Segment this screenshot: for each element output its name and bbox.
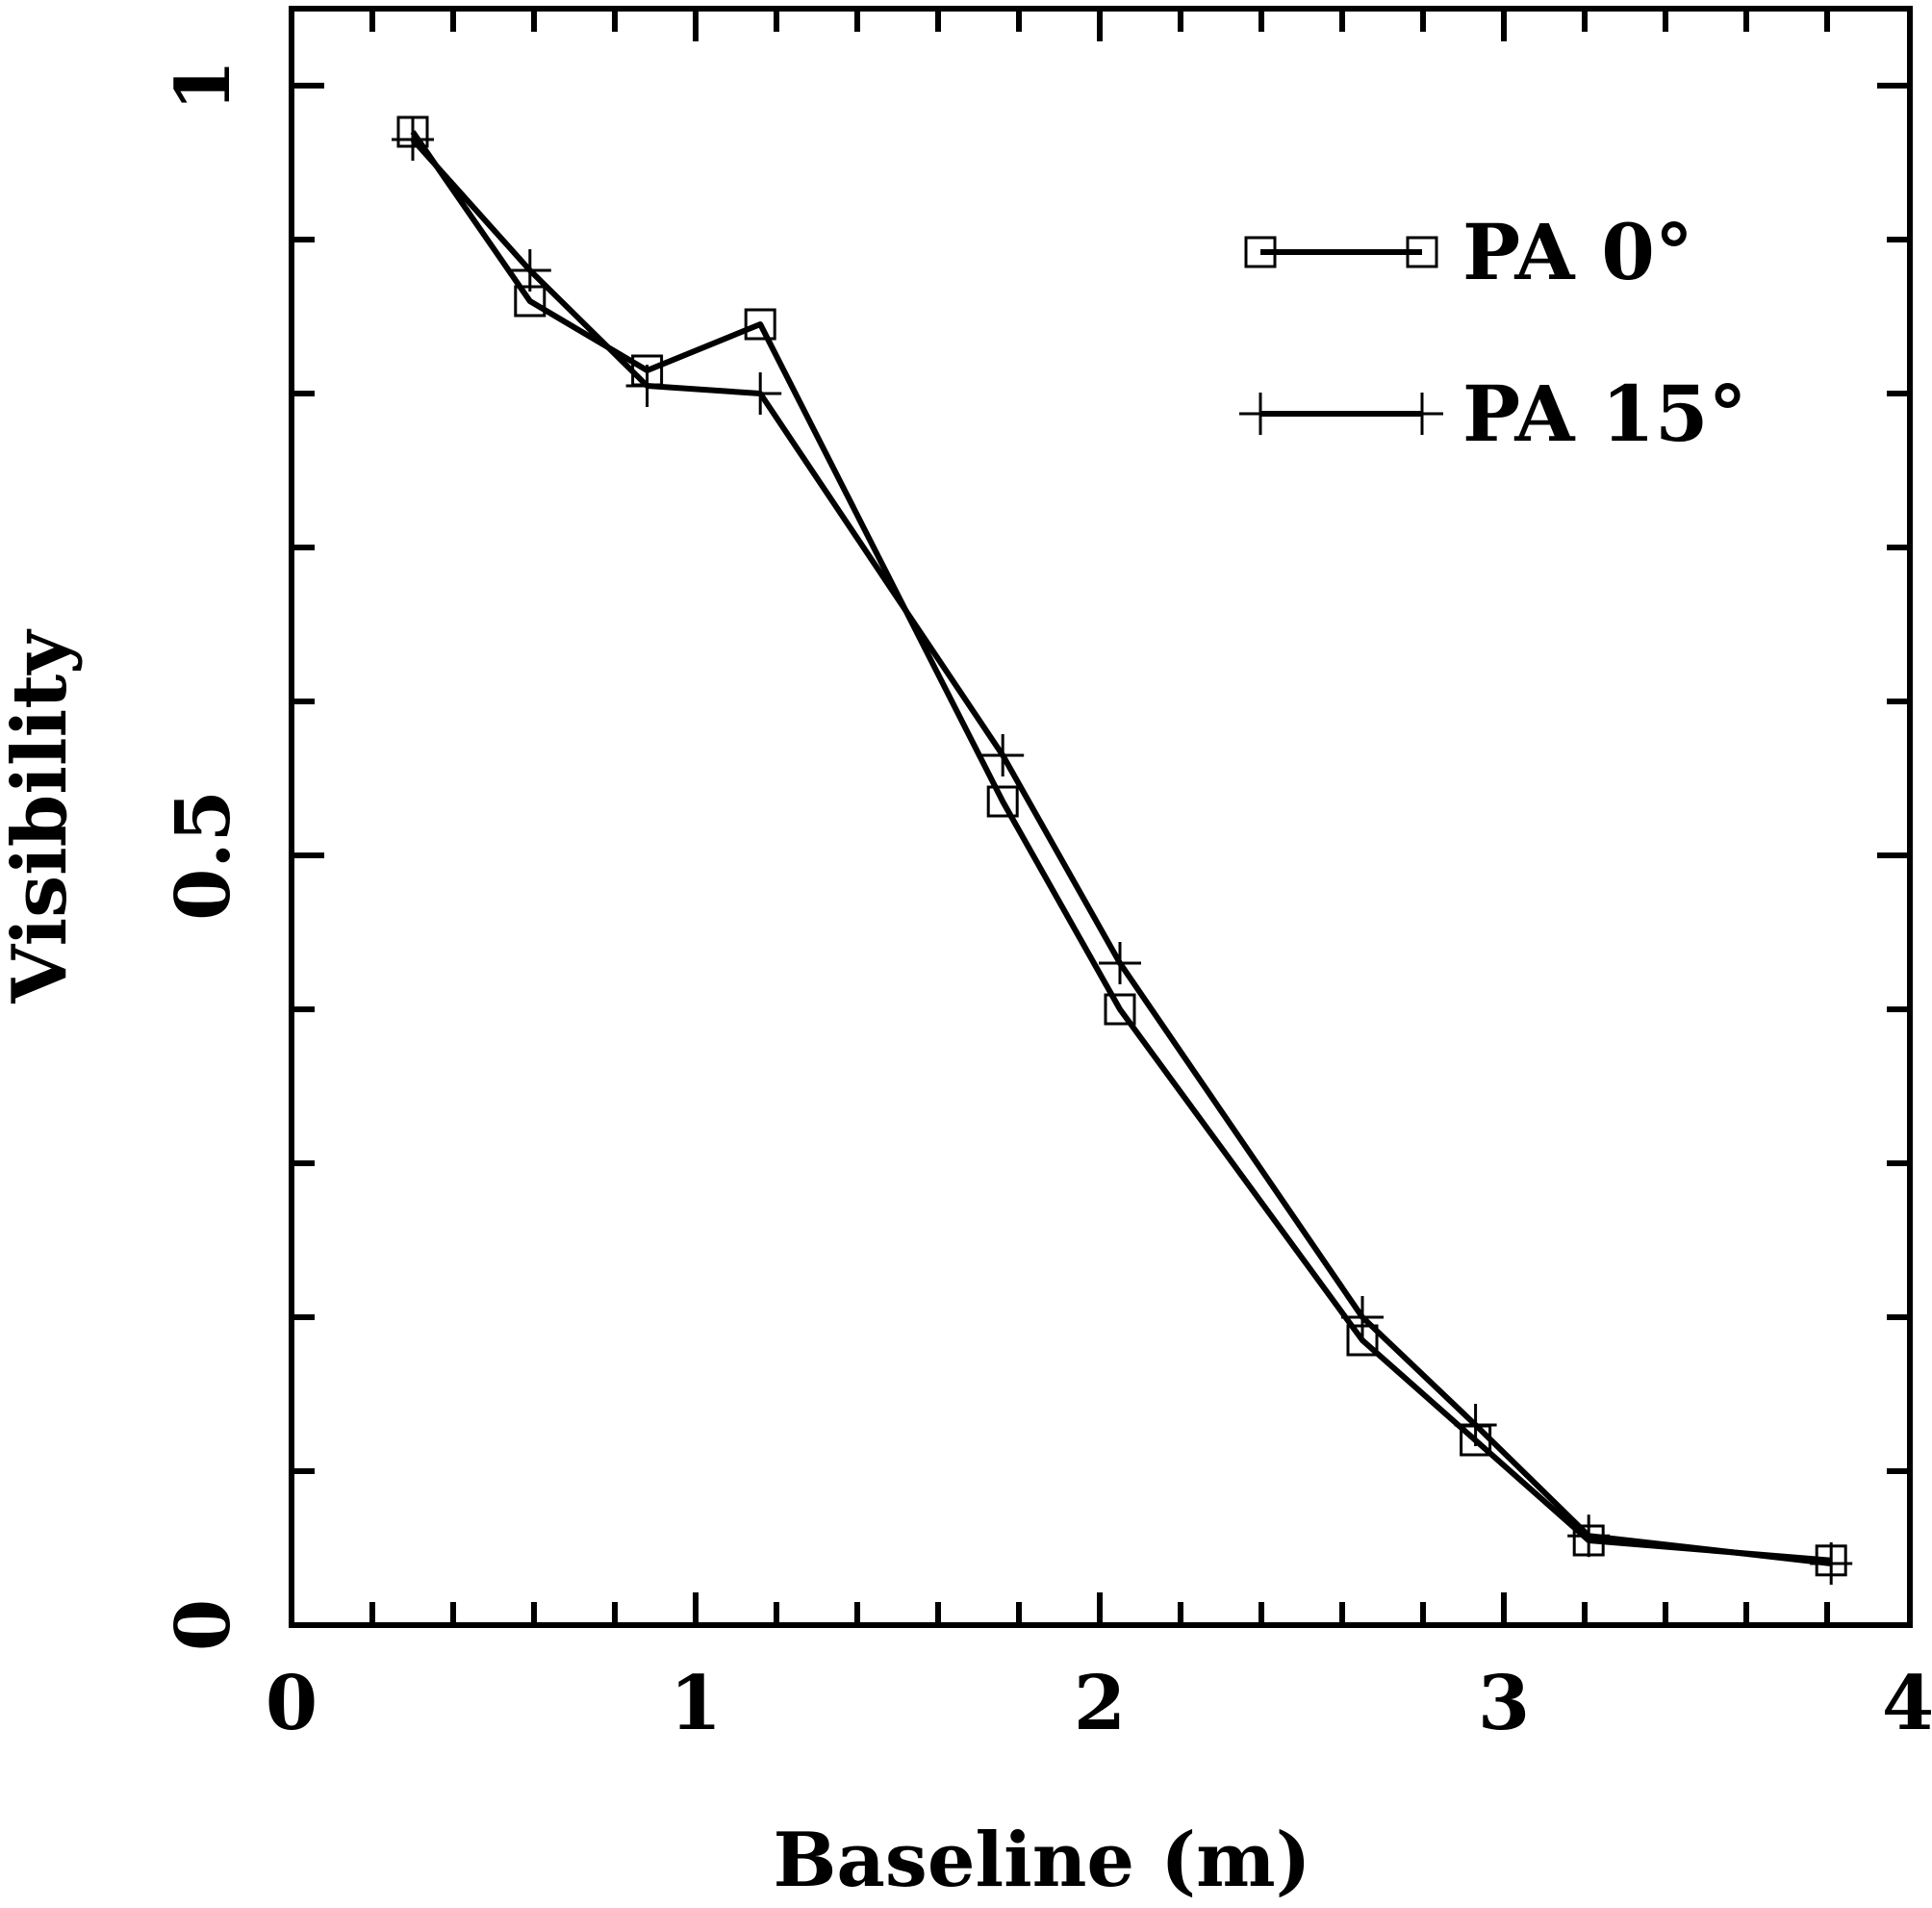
series-line: [410, 137, 1832, 1566]
data-point: [739, 372, 782, 415]
data-point: [508, 249, 551, 292]
legend-marker: [1401, 393, 1443, 435]
legend-label: PA 15°: [1462, 369, 1747, 459]
series-1: [396, 115, 1847, 1577]
legend: PA 0° PA 15°: [1239, 207, 1747, 459]
data-point: [1341, 1296, 1384, 1338]
data-point: [1810, 1542, 1853, 1585]
data-point: [1099, 942, 1141, 984]
x-tick-label: 0: [266, 1660, 318, 1747]
series-line: [410, 130, 1832, 1564]
axis-ticks: [292, 9, 1910, 1625]
legend-marker: [1406, 236, 1438, 268]
data-point: [744, 308, 776, 341]
data-point: [981, 734, 1025, 776]
legend-entry: PA 0°: [1244, 207, 1693, 297]
y-tick-label: 0: [160, 1599, 247, 1651]
legend-marker: [1239, 393, 1282, 435]
data-point: [392, 118, 434, 161]
x-tick-label: 3: [1478, 1660, 1530, 1747]
data-point: [625, 365, 669, 407]
legend-label: PA 0°: [1462, 207, 1693, 297]
series-layer: [392, 115, 1853, 1585]
data-point: [1454, 1404, 1497, 1446]
data-point: [1567, 1514, 1611, 1558]
x-axis-label: Baseline (m): [773, 1817, 1310, 1904]
y-tick-label: 1: [160, 60, 247, 112]
series-2: [392, 118, 1853, 1585]
data-point: [986, 785, 1019, 818]
x-tick-label: 4: [1882, 1660, 1932, 1747]
data-point: [1104, 993, 1136, 1026]
x-tick-label: 2: [1074, 1660, 1126, 1747]
x-tick-label: 1: [670, 1660, 722, 1747]
tick-labels: 0 1 2 3 4 0 0.5 1: [160, 60, 1932, 1747]
legend-marker: [1244, 236, 1277, 268]
y-axis-label: Visibility: [0, 628, 84, 1005]
y-tick-label: 0.5: [160, 790, 247, 921]
legend-entry: PA 15°: [1239, 369, 1747, 459]
